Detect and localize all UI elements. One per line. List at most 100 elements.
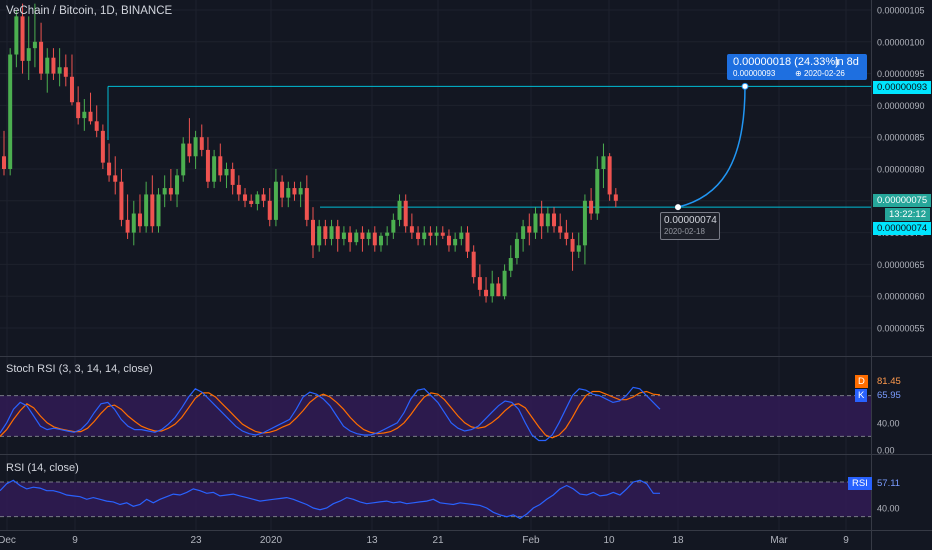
candle-body [502,270,507,297]
candle-body [477,277,482,290]
price-tick-label: 0.00000065 [877,260,925,270]
candle-body [545,213,550,227]
candle-body [348,232,353,243]
candle-body [113,175,118,182]
candle-body [125,219,130,233]
candle-body [63,67,68,77]
last-price-tag: 0.00000075 [873,194,932,207]
candle-body [2,156,6,169]
candle-body [329,226,334,239]
candle-body [484,289,489,297]
candle-body [341,232,346,239]
rsi-axis: 40.00 [877,504,900,514]
candle-body [422,232,427,239]
rsi-label[interactable]: RSI (14, close) [6,462,79,474]
candle-body [212,156,217,182]
candle-body [107,162,112,176]
candle-body [286,188,291,198]
candle-body [150,194,155,227]
candle-body [582,200,587,246]
rsi-line [0,479,660,520]
candle-body [335,226,340,239]
candle-body [199,137,204,150]
date-tick-label: 21 [432,535,444,546]
candle-body [218,156,223,176]
indicator-bands [0,395,871,518]
candle-body [403,200,408,227]
candle-body [82,111,87,119]
candle-body [508,258,513,271]
candle-body [224,169,229,176]
candle-body [243,194,248,201]
date-tick-label: Mar [770,535,788,546]
stoch-tick-label: 0.00 [877,446,895,456]
candle-body [613,194,618,201]
candle-body [137,213,142,227]
projection-end-point [741,82,749,90]
candle-body [255,194,260,204]
symbol-title[interactable]: VeChain / Bitcoin, 1D, BINANCE [6,5,173,17]
level-upper-tag: 0.00000093 [873,81,932,94]
candle-body [317,226,322,246]
candle-body [261,194,266,201]
price-tick-label: 0.00000100 [877,37,925,47]
date-tick-label: 18 [672,535,684,546]
level-lines [107,85,871,208]
candle-body [131,213,136,233]
projection-path [677,86,746,208]
stoch-rsi-label[interactable]: Stoch RSI (3, 3, 14, 14, close) [6,363,153,375]
date-tick-label: 2020 [260,535,283,546]
level-lower-tag: 0.00000074 [873,222,932,235]
price-tick-label: 0.00000080 [877,165,925,175]
candle-body [465,232,470,252]
candle-body [69,76,74,103]
candle-body [539,213,544,227]
candle-body [496,283,501,297]
candle-body [8,54,13,169]
candle-body [88,111,93,122]
candle-body [205,149,210,182]
candle-body [521,226,526,239]
candle-body [187,143,192,157]
stoch-k-value: 65.95 [877,390,901,401]
candle-body [20,16,25,61]
price-tick-label: 0.00000095 [877,69,925,79]
candle-body [57,67,62,74]
grid-lines [0,0,871,530]
candle-body [267,200,272,220]
candle-body [280,181,285,198]
candle-body [391,219,396,233]
time-axis: Dec 9 23 2020 13 21 Feb 10 18 Mar 9 [0,535,849,546]
stoch-d-letter: D [855,375,868,388]
candle-body [26,48,31,61]
date-tick-label: Dec [0,535,16,546]
projection-start-box[interactable]: 0.00000074 2020-02-18 [660,212,720,240]
candle-body [366,232,371,239]
countdown-tag: 13:22:12 [885,208,930,221]
candle-body [273,181,278,220]
candle-body [162,188,167,195]
rsi-value: 57.11 [877,478,901,489]
candle-body [564,232,569,239]
stoch-band [0,395,871,437]
projection-target: 0.00000093 [733,69,776,78]
candle-body [378,235,383,246]
candle-body [32,41,37,49]
projection-tooltip[interactable]: 0.00000018 (24.33%) in 8d 0.00000093 ⊕ 2… [727,54,867,80]
candle-body [372,232,377,246]
candle-body [459,232,464,239]
candle-body [434,232,439,236]
candle-body [298,188,303,195]
date-tick-label: 23 [190,535,202,546]
date-tick-label: 13 [366,535,378,546]
candle-body [156,194,161,227]
date-tick-label: Feb [522,535,540,546]
price-axis: 0.00000105 0.00000100 0.00000095 0.00000090… [877,6,925,334]
candle-body [428,232,433,236]
candle-body [119,181,124,220]
projection-start-point [675,204,681,211]
candle-body [292,188,297,195]
candle-body [576,245,581,252]
